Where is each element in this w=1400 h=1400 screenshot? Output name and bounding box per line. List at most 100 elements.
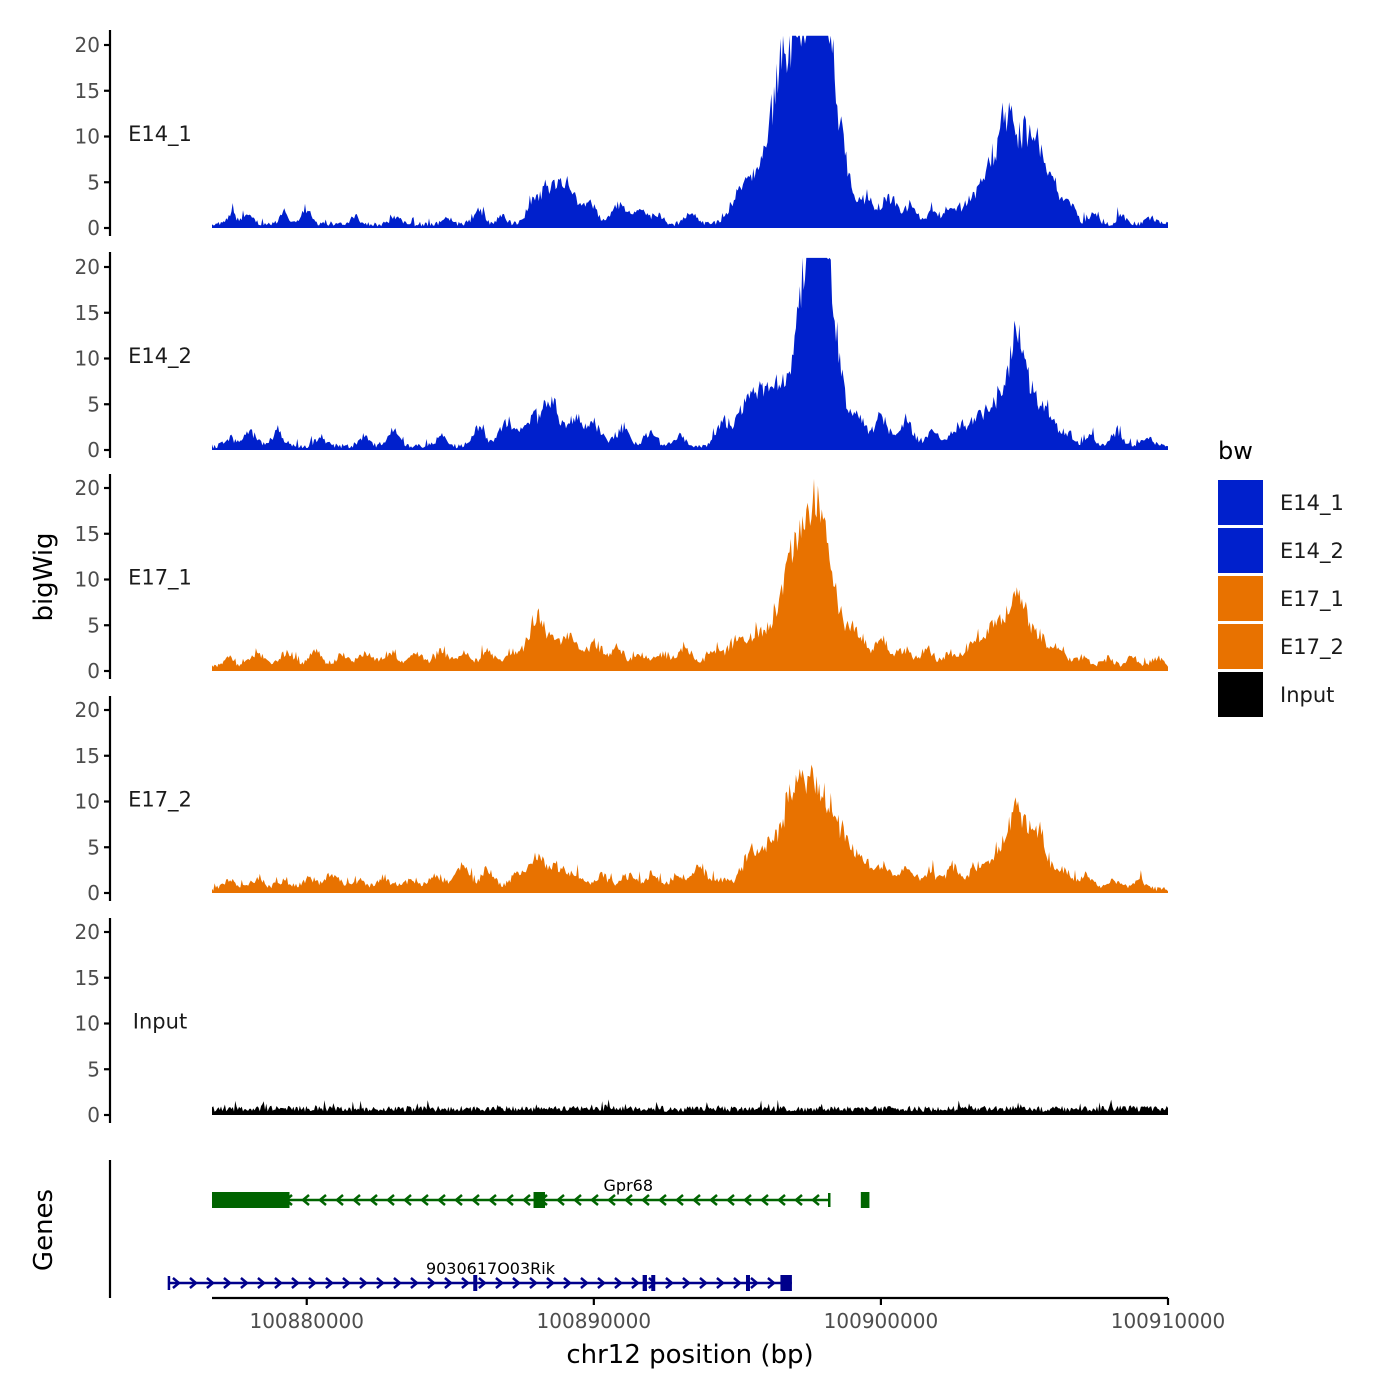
strand-chevron — [794, 1194, 803, 1206]
y-tick-label: 0 — [87, 216, 100, 240]
track-e14-1: 0 5 10 15 20 E14_1 — [75, 30, 1168, 240]
strand-chevron — [512, 1277, 521, 1289]
y-tick-label: 0 — [87, 881, 100, 905]
strand-chevron — [369, 1194, 378, 1206]
strand-chevron — [308, 1277, 317, 1289]
y-tick-label: 10 — [75, 125, 100, 149]
exon-block — [651, 1275, 656, 1291]
strand-chevron — [471, 1194, 480, 1206]
strand-chevron — [556, 1194, 565, 1206]
y-tick-label: 5 — [87, 835, 100, 859]
genes-axis-title: Genes — [29, 1189, 59, 1271]
strand-chevron — [726, 1194, 735, 1206]
gene-label: 9030617O03Rik — [426, 1259, 556, 1278]
strand-chevron — [257, 1277, 266, 1289]
y-tick-label: 5 — [87, 392, 100, 416]
strand-chevron — [580, 1277, 589, 1289]
legend-label: E14_1 — [1280, 491, 1344, 516]
bigwig-tracks: 05101520E14_105101520E14_205101520E17_10… — [75, 30, 1168, 1127]
strand-chevron — [342, 1277, 351, 1289]
strand-chevron — [189, 1277, 198, 1289]
strand-chevron — [597, 1277, 606, 1289]
strand-chevron — [410, 1277, 419, 1289]
strand-chevron — [318, 1194, 327, 1206]
x-tick-label: 100890000 — [537, 1309, 652, 1333]
strand-chevron — [427, 1277, 436, 1289]
strand-chevron — [777, 1194, 786, 1206]
track-label: E17_2 — [128, 788, 192, 813]
strand-chevron — [335, 1194, 344, 1206]
gene-9030617o03rik: 9030617O03Rik — [167, 1259, 792, 1291]
strand-chevron — [461, 1277, 470, 1289]
y-tick-label: 10 — [75, 347, 100, 371]
strand-chevron — [699, 1277, 708, 1289]
y-tick-label: 15 — [75, 301, 100, 325]
strand-chevron — [478, 1277, 487, 1289]
y-tick-label: 15 — [75, 966, 100, 990]
strand-chevron — [709, 1194, 718, 1206]
strand-chevron — [505, 1194, 514, 1206]
track-input: 0 5 10 15 20 Input — [75, 918, 1168, 1127]
strand-chevron — [750, 1277, 759, 1289]
track-e17-1: 0 5 10 15 20 E17_1 — [75, 474, 1168, 683]
legend-label: Input — [1280, 683, 1334, 707]
strand-chevron — [444, 1277, 453, 1289]
track-label: E14_2 — [128, 344, 192, 369]
strand-chevron — [420, 1194, 429, 1206]
gene-label: Gpr68 — [604, 1176, 654, 1195]
exon-block — [473, 1275, 478, 1291]
exon-block — [780, 1275, 792, 1291]
track-label: E17_1 — [128, 566, 192, 591]
y-tick-label: 15 — [75, 744, 100, 768]
strand-chevron — [386, 1194, 395, 1206]
y-tick-label: 5 — [87, 613, 100, 637]
strand-chevron — [529, 1277, 538, 1289]
exon-block — [860, 1192, 870, 1208]
strand-chevron — [607, 1194, 616, 1206]
exon-block — [212, 1192, 290, 1208]
signal-area — [212, 35, 1168, 228]
strand-chevron — [767, 1277, 776, 1289]
strand-chevron — [682, 1277, 691, 1289]
strand-chevron — [614, 1277, 623, 1289]
legend-swatch — [1218, 672, 1263, 717]
y-tick-label: 0 — [87, 438, 100, 462]
strand-chevron — [760, 1194, 769, 1206]
y-tick-label: 5 — [87, 1057, 100, 1081]
strand-chevron — [573, 1194, 582, 1206]
strand-chevron — [743, 1194, 752, 1206]
gene-gpr68: Gpr68 — [212, 1176, 870, 1208]
track-e14-2: 0 5 10 15 20 E14_2 — [75, 252, 1168, 462]
strand-chevron — [274, 1277, 283, 1289]
y-tick-label: 0 — [87, 1103, 100, 1127]
legend-label: E17_2 — [1280, 635, 1344, 660]
strand-chevron — [454, 1194, 463, 1206]
strand-chevron — [522, 1194, 531, 1206]
x-tick-label: 100910000 — [1111, 1309, 1226, 1333]
y-tick-label: 15 — [75, 522, 100, 546]
strand-chevron — [352, 1194, 361, 1206]
legend: bw E14_1 E14_2 E17_1 E17_2 Input — [1218, 437, 1344, 717]
strand-chevron — [641, 1194, 650, 1206]
x-axis-title: chr12 position (bp) — [566, 1340, 813, 1370]
x-tick-label: 100900000 — [824, 1309, 939, 1333]
strand-chevron — [359, 1277, 368, 1289]
strand-chevron — [393, 1277, 402, 1289]
strand-chevron — [495, 1277, 504, 1289]
legend-label: E17_1 — [1280, 587, 1344, 612]
signal-area — [212, 764, 1168, 893]
y-tick-label: 5 — [87, 170, 100, 194]
strand-chevron — [563, 1277, 572, 1289]
y-tick-label: 15 — [75, 79, 100, 103]
legend-swatch — [1218, 528, 1263, 573]
strand-chevron — [590, 1194, 599, 1206]
y-tick-label: 20 — [75, 33, 100, 57]
strand-chevron — [675, 1194, 684, 1206]
strand-chevron — [206, 1277, 215, 1289]
y-tick-label: 20 — [75, 255, 100, 279]
genes-track: Gpr68 9030617O03Rik — [108, 1160, 870, 1298]
strand-chevron — [376, 1277, 385, 1289]
legend-title: bw — [1218, 437, 1253, 465]
signal-area — [212, 1099, 1168, 1115]
